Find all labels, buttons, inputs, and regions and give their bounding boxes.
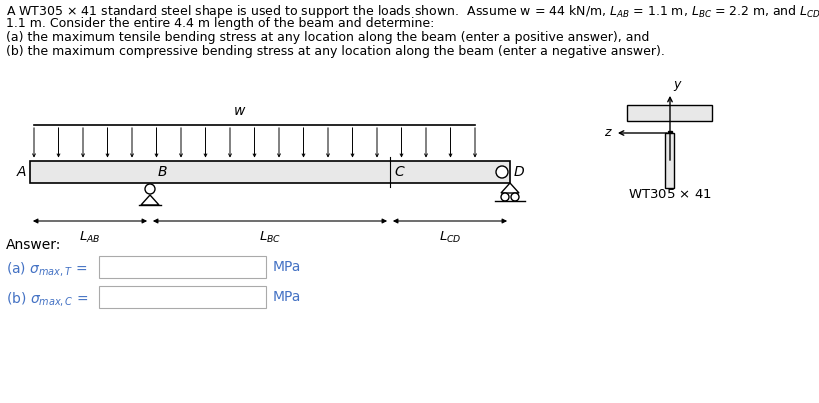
Text: (a) the maximum tensile bending stress at any location along the beam (enter a p: (a) the maximum tensile bending stress a… xyxy=(6,31,649,44)
Text: A WT305 × 41 standard steel shape is used to support the loads shown.  Assume w : A WT305 × 41 standard steel shape is use… xyxy=(6,3,819,20)
Circle shape xyxy=(500,193,509,201)
Bar xyxy=(665,133,674,188)
Text: y: y xyxy=(672,78,680,91)
Text: WT305 $\times$ 41: WT305 $\times$ 41 xyxy=(627,188,711,201)
FancyBboxPatch shape xyxy=(99,286,265,308)
Text: MPa: MPa xyxy=(273,260,301,274)
Text: Answer:: Answer: xyxy=(6,238,61,252)
Text: A: A xyxy=(16,165,26,179)
Text: 1.1 m. Consider the entire 4.4 m length of the beam and determine:: 1.1 m. Consider the entire 4.4 m length … xyxy=(6,17,434,30)
Bar xyxy=(627,105,712,121)
Circle shape xyxy=(510,193,518,201)
Text: (a) $\sigma_{max,T}$ =: (a) $\sigma_{max,T}$ = xyxy=(6,260,88,278)
Text: $L_{CD}$: $L_{CD}$ xyxy=(438,230,461,245)
FancyBboxPatch shape xyxy=(99,256,265,278)
Text: MPa: MPa xyxy=(273,290,301,304)
Text: w: w xyxy=(233,104,245,118)
Text: $L_{BC}$: $L_{BC}$ xyxy=(259,230,281,245)
Text: z: z xyxy=(604,127,610,139)
Text: C: C xyxy=(393,165,403,179)
Text: (b) $\sigma_{max,C}$ =: (b) $\sigma_{max,C}$ = xyxy=(6,290,88,308)
Text: (b) the maximum compressive bending stress at any location along the beam (enter: (b) the maximum compressive bending stre… xyxy=(6,45,664,58)
Text: D: D xyxy=(514,165,524,179)
Polygon shape xyxy=(500,183,518,193)
Bar xyxy=(667,131,672,135)
Circle shape xyxy=(495,166,508,178)
Circle shape xyxy=(145,184,155,194)
Polygon shape xyxy=(141,195,159,205)
Bar xyxy=(30,161,509,183)
Text: $L_{AB}$: $L_{AB}$ xyxy=(79,230,101,245)
Text: B: B xyxy=(158,165,167,179)
